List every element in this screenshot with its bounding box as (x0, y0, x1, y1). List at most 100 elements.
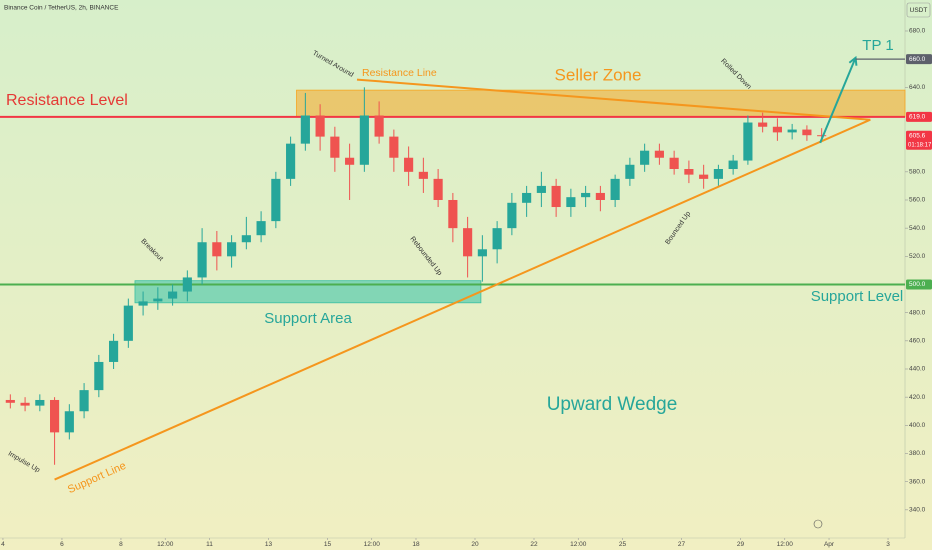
candle-body (713, 169, 723, 179)
annotation: Seller Zone (555, 65, 642, 84)
candle-body (492, 228, 502, 250)
candle-body (507, 202, 517, 229)
candle-body (699, 174, 709, 179)
candle-body (64, 411, 74, 433)
candle-body (448, 199, 458, 229)
x-tick-label: 3 (886, 541, 890, 548)
candle-body (551, 185, 561, 208)
candle-body (212, 242, 222, 257)
candle-body (5, 399, 15, 403)
candle-body (286, 143, 296, 179)
candle-body (802, 129, 812, 136)
y-tick-label: 560.0 (909, 197, 926, 204)
y-tick-label: 640.0 (909, 84, 926, 91)
countdown: 01:18:17 (908, 142, 932, 148)
support-line (54, 118, 871, 481)
price-tag-label: 605.6 (909, 132, 926, 139)
y-tick-label: 380.0 (909, 450, 926, 457)
candle-body (389, 136, 399, 158)
y-tick-label: 520.0 (909, 253, 926, 260)
candle-body (522, 192, 532, 203)
candle-body (256, 221, 266, 236)
candle-body (374, 115, 384, 137)
x-tick-label: 13 (265, 541, 273, 548)
tp-arrow (819, 57, 857, 144)
y-tick-label: 360.0 (909, 478, 926, 485)
candle-body (817, 135, 827, 137)
x-tick-label: 4 (1, 541, 5, 548)
candle-body (595, 192, 605, 200)
tp-arrow-head (848, 55, 858, 66)
candle-body (566, 197, 576, 208)
currency: USDT (910, 7, 928, 14)
x-tick-label: 6 (60, 541, 64, 548)
y-tick-label: 580.0 (909, 169, 926, 176)
candle-body (536, 185, 546, 193)
candle-body (300, 115, 310, 144)
candle-body (625, 164, 635, 179)
y-tick-label: 480.0 (909, 309, 926, 316)
candle-body (772, 126, 782, 133)
candle-body (227, 242, 237, 257)
candle-body (330, 136, 340, 158)
candle-body (168, 291, 178, 299)
annotation: Support Area (264, 310, 352, 327)
chart-title: Binance Coin / TetherUS, 2h, BINANCE (4, 5, 119, 12)
x-tick-label: 20 (471, 541, 479, 548)
y-tick-label: 420.0 (909, 394, 926, 401)
x-tick-label: 12:00 (570, 541, 587, 548)
x-tick-label: 11 (206, 541, 213, 548)
candle-body (94, 361, 104, 391)
candle-body (50, 399, 60, 433)
seller-zone (296, 89, 906, 118)
x-tick-label: 27 (678, 541, 686, 548)
x-tick-label: 29 (737, 541, 745, 548)
x-tick-label: 8 (119, 541, 123, 548)
candle-body (138, 301, 148, 306)
price-tag (906, 54, 932, 65)
candle-body (463, 228, 473, 257)
candle-body (654, 150, 664, 158)
x-tick-label: 12:00 (777, 541, 794, 548)
y-tick-label: 460.0 (909, 338, 926, 345)
price-tag (906, 130, 932, 150)
candle-body (610, 178, 620, 200)
price-tag-label: 660.0 (909, 56, 926, 63)
candle-body (345, 157, 355, 165)
candle-body (640, 150, 650, 165)
candle-body (315, 115, 325, 137)
candle-body (359, 115, 369, 165)
candle-body (743, 122, 753, 161)
x-tick-label: 15 (324, 541, 332, 548)
candle-body (418, 171, 428, 179)
candle-body (581, 192, 591, 198)
candle-body (109, 340, 119, 362)
candle-body (20, 402, 30, 406)
candle-body (728, 160, 738, 170)
candle-body (669, 157, 679, 170)
candle-body (404, 157, 414, 172)
y-tick-label: 440.0 (909, 366, 926, 373)
resistance-line (356, 78, 871, 121)
y-tick-label: 400.0 (909, 422, 926, 429)
candle-body (271, 178, 281, 222)
x-tick-label: 12:00 (364, 541, 381, 548)
y-tick-label: 540.0 (909, 225, 926, 232)
annotation: TP 1 (862, 37, 893, 54)
x-tick-label: Apr (824, 541, 835, 548)
x-tick-label: 12:00 (157, 541, 174, 548)
candle-body (182, 277, 192, 292)
candle-body (433, 178, 443, 200)
timezone-icon (813, 519, 823, 529)
price-tag-label: 500.0 (909, 281, 926, 288)
candle-body (123, 305, 133, 341)
candle-body (35, 399, 45, 406)
price-tag (906, 279, 932, 290)
candle-body (79, 390, 89, 412)
y-tick-label: 340.0 (909, 507, 926, 514)
candle-body (684, 169, 694, 175)
annotation: Resistance Line (362, 67, 437, 79)
annotation: Support Level (811, 288, 904, 305)
